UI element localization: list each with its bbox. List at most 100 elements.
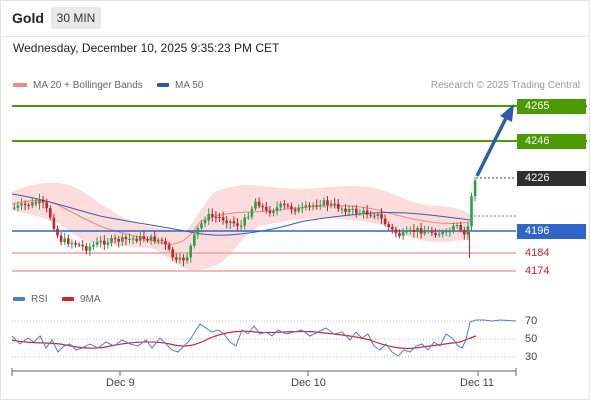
candle-body: [81, 244, 84, 247]
level-label-4184: 4184: [525, 247, 550, 259]
candle-body: [221, 217, 225, 221]
candle-body: [178, 257, 182, 260]
candle-body: [427, 230, 430, 232]
candle-body: [250, 208, 254, 217]
candle-body: [128, 238, 131, 240]
candle-body: [99, 240, 102, 243]
candle-body: [92, 244, 95, 247]
candle-body: [405, 230, 408, 233]
candle-body: [351, 208, 354, 210]
rsi-ma-line: [11, 330, 477, 350]
candle-body: [182, 257, 185, 261]
rsi-label: RSI: [31, 294, 48, 305]
candle-body: [434, 232, 437, 236]
legend-ma20: MA 20 + Bollinger Bands: [13, 80, 143, 91]
candle-body: [103, 240, 106, 245]
candle-body: [452, 225, 455, 232]
candle-body: [52, 217, 56, 229]
candle-body: [376, 214, 380, 217]
candle-body: [153, 236, 156, 242]
research-credit: Research © 2025 Trading Central: [430, 80, 580, 91]
candle-body: [16, 205, 20, 208]
rsi-tick-50: 50: [525, 333, 538, 345]
candle-body: [416, 228, 419, 232]
legend-9ma: 9MA: [62, 294, 101, 305]
level-label-4226: 4226: [517, 171, 586, 186]
candle-body: [362, 210, 365, 214]
candle-body: [329, 203, 333, 206]
candle-body: [265, 207, 268, 211]
candle-body: [45, 202, 48, 209]
candle-body: [383, 218, 387, 225]
candle-body: [391, 227, 394, 230]
candle-body: [49, 208, 52, 218]
candle-body: [23, 203, 27, 205]
candle-body: [311, 205, 315, 207]
candle-body: [355, 208, 358, 214]
candle-body: [257, 201, 261, 207]
level-label-4265: 4265: [517, 99, 586, 114]
candle-body: [308, 205, 311, 207]
ma20-line: [11, 200, 471, 245]
x-label-dec10: Dec 10: [291, 377, 326, 389]
candle-body: [463, 229, 466, 235]
candle-body: [171, 249, 174, 258]
candle-body: [272, 211, 275, 214]
candle-body: [135, 238, 138, 241]
ma50-line: [11, 193, 471, 236]
candle-body: [236, 223, 239, 226]
candle-body: [322, 200, 326, 206]
candle-body: [149, 236, 153, 241]
candle-body: [301, 207, 304, 209]
candle-body: [200, 223, 203, 229]
candle-body: [358, 213, 362, 215]
candle-body: [369, 214, 372, 216]
x-label-dec9: Dec 9: [106, 377, 135, 389]
candle-body: [455, 225, 459, 227]
candle-body: [275, 207, 279, 212]
candle-body: [175, 257, 178, 260]
candle-body: [31, 202, 34, 206]
candle-body: [243, 217, 246, 226]
candle-body: [337, 203, 340, 209]
candle-body: [333, 203, 336, 205]
rsi-swatch: [13, 297, 25, 302]
candle-body: [193, 234, 196, 246]
candle-body: [139, 236, 142, 241]
candle-body: [239, 225, 243, 227]
candle-body: [473, 180, 477, 197]
instrument-title: Gold: [12, 10, 44, 26]
candle-body: [430, 230, 434, 233]
candle-body: [67, 238, 70, 244]
candle-body: [304, 205, 308, 208]
candle-body: [466, 226, 470, 235]
candle-body: [254, 201, 257, 209]
candle-body: [164, 240, 167, 245]
rsi-tick-30: 30: [525, 351, 538, 363]
candle-body: [445, 231, 448, 233]
candle-body: [261, 206, 264, 208]
candle-body: [401, 232, 405, 236]
candle-body: [283, 203, 286, 206]
9ma-label: 9MA: [80, 294, 101, 305]
candle-body: [297, 207, 300, 212]
candle-body: [207, 214, 210, 221]
candle-body: [124, 236, 128, 240]
candle-body: [121, 236, 124, 242]
candle-body: [279, 203, 282, 208]
candle-body: [20, 203, 23, 206]
candle-body: [394, 229, 398, 234]
timeframe-badge[interactable]: 30 MIN: [51, 7, 101, 29]
rsi-tick-70: 70: [525, 315, 538, 327]
candle-body: [157, 239, 160, 242]
candle-body: [77, 244, 81, 246]
candle-body: [56, 228, 59, 236]
ma20-label: MA 20 + Bollinger Bands: [33, 80, 143, 91]
legend-rsi: RSI: [13, 294, 48, 305]
candle-body: [347, 209, 351, 212]
candle-body: [225, 220, 228, 224]
candle-body: [232, 221, 236, 224]
candle-body: [63, 238, 66, 242]
candle-body: [74, 242, 77, 245]
candle-body: [59, 235, 63, 242]
